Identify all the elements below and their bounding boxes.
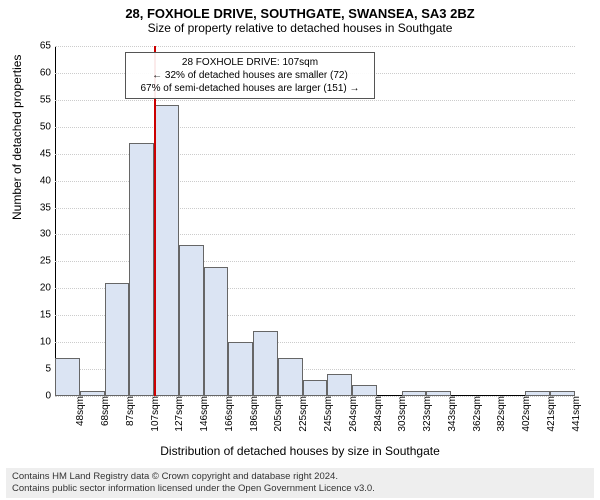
x-tick-label: 323sqm <box>420 396 433 432</box>
y-tick-label: 40 <box>40 175 55 186</box>
annotation-box: 28 FOXHOLE DRIVE: 107sqm← 32% of detache… <box>125 52 375 99</box>
y-tick-label: 15 <box>40 310 55 321</box>
x-tick-label: 48sqm <box>73 396 86 426</box>
x-tick-label: 382sqm <box>494 396 507 432</box>
x-tick-label: 186sqm <box>247 396 260 432</box>
x-tick-label: 107sqm <box>148 396 161 432</box>
x-tick-label: 205sqm <box>271 396 284 432</box>
gridline <box>55 127 575 128</box>
footer-line-1: Contains HM Land Registry data © Crown c… <box>12 471 588 483</box>
y-tick-label: 20 <box>40 283 55 294</box>
histogram-bar <box>105 283 130 396</box>
x-tick-label: 146sqm <box>197 396 210 432</box>
histogram-bar <box>179 245 204 396</box>
x-axis-label: Distribution of detached houses by size … <box>0 444 600 458</box>
histogram-bar <box>278 358 303 396</box>
histogram-bar <box>303 380 328 396</box>
y-axis-label: Number of detached properties <box>10 55 24 220</box>
histogram-bar <box>327 374 352 396</box>
x-tick-label: 68sqm <box>98 396 111 426</box>
y-tick-label: 60 <box>40 67 55 78</box>
y-tick-label: 0 <box>45 391 55 402</box>
x-tick-label: 127sqm <box>172 396 185 432</box>
histogram-bar <box>129 143 154 396</box>
attribution-footer: Contains HM Land Registry data © Crown c… <box>6 468 594 498</box>
x-tick-label: 225sqm <box>296 396 309 432</box>
chart-subtitle: Size of property relative to detached ho… <box>0 21 600 37</box>
histogram-bar <box>228 342 253 396</box>
footer-line-2: Contains public sector information licen… <box>12 483 588 495</box>
plot-area: 0510152025303540455055606548sqm68sqm87sq… <box>55 46 575 396</box>
y-tick-label: 65 <box>40 41 55 52</box>
annotation-line-1: 28 FOXHOLE DRIVE: 107sqm <box>132 56 368 69</box>
plot-surface: 0510152025303540455055606548sqm68sqm87sq… <box>55 46 575 396</box>
histogram-bar <box>253 331 278 396</box>
figure-container: 28, FOXHOLE DRIVE, SOUTHGATE, SWANSEA, S… <box>0 0 600 500</box>
x-tick-label: 245sqm <box>321 396 334 432</box>
y-axis-line <box>55 46 56 396</box>
histogram-bar <box>55 358 80 396</box>
y-tick-label: 45 <box>40 148 55 159</box>
annotation-line-3: 67% of semi-detached houses are larger (… <box>132 82 368 95</box>
x-tick-label: 87sqm <box>123 396 136 426</box>
gridline <box>55 46 575 47</box>
y-tick-label: 55 <box>40 94 55 105</box>
x-tick-label: 421sqm <box>544 396 557 432</box>
gridline <box>55 100 575 101</box>
y-tick-label: 35 <box>40 202 55 213</box>
histogram-bar <box>352 385 377 396</box>
y-tick-label: 5 <box>45 364 55 375</box>
x-tick-label: 362sqm <box>470 396 483 432</box>
y-tick-label: 10 <box>40 337 55 348</box>
chart-title: 28, FOXHOLE DRIVE, SOUTHGATE, SWANSEA, S… <box>0 0 600 21</box>
y-tick-label: 50 <box>40 121 55 132</box>
y-tick-label: 30 <box>40 229 55 240</box>
x-tick-label: 264sqm <box>346 396 359 432</box>
x-tick-label: 284sqm <box>371 396 384 432</box>
x-tick-label: 343sqm <box>445 396 458 432</box>
x-tick-label: 166sqm <box>222 396 235 432</box>
histogram-bar <box>204 267 229 396</box>
x-tick-label: 402sqm <box>519 396 532 432</box>
histogram-bar <box>154 105 179 396</box>
x-tick-label: 303sqm <box>395 396 408 432</box>
annotation-line-2: ← 32% of detached houses are smaller (72… <box>132 69 368 82</box>
y-tick-label: 25 <box>40 256 55 267</box>
x-tick-label: 441sqm <box>569 396 582 432</box>
